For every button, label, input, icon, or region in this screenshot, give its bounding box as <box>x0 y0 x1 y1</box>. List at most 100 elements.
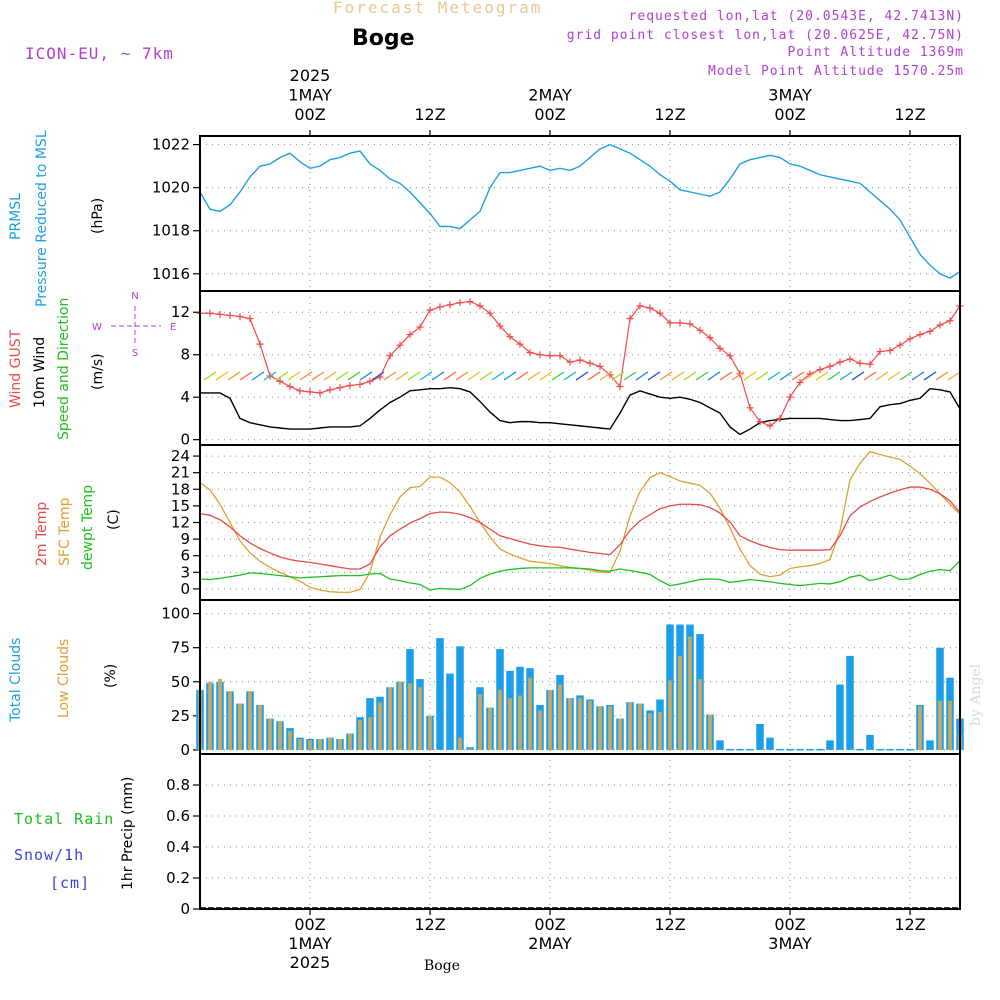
gust-marker <box>346 382 354 390</box>
top-time-label: 2025 <box>290 66 331 85</box>
gust-marker <box>226 311 234 319</box>
gust-marker <box>496 322 504 330</box>
gust-marker <box>316 389 324 397</box>
gust-marker <box>546 352 554 360</box>
gust-marker <box>936 321 944 329</box>
y-tick-label: 0.8 <box>166 776 190 794</box>
gust-marker <box>916 331 924 339</box>
low-cloud-bar <box>918 706 922 750</box>
gust-marker <box>866 360 874 368</box>
total-cloud-bar <box>846 655 854 750</box>
low-cloud-bar <box>218 679 222 750</box>
low-cloud-bar <box>248 691 252 750</box>
model-altitude: Model Point Altitude 1570.25m <box>708 64 964 79</box>
y-tick-label: 24 <box>171 447 190 465</box>
wind-direction-arrow <box>731 371 745 381</box>
bottom-time-label: 12Z <box>894 915 925 934</box>
gust-marker <box>426 306 434 314</box>
total-cloud-bar <box>836 684 844 750</box>
gust-marker <box>666 319 674 327</box>
y-tick-label: 100 <box>161 605 190 623</box>
wind-direction-arrow <box>467 371 481 381</box>
wind-direction-arrow <box>287 371 301 381</box>
low-cloud-bar <box>348 733 352 750</box>
wind-direction-arrow <box>527 371 541 381</box>
y-tick-label: 0.6 <box>166 807 190 825</box>
total-cloud-bar <box>716 740 724 750</box>
total-cloud-bar <box>736 748 744 751</box>
y-tick-label: 0 <box>180 580 190 598</box>
low-cloud-bar <box>408 683 412 750</box>
y-tick-label: 1022 <box>152 136 190 154</box>
gust-marker <box>626 315 634 323</box>
gust-marker <box>326 386 334 394</box>
gust-marker <box>356 380 364 388</box>
low-cloud-bar <box>698 679 702 750</box>
bottom-time-label: 1MAY <box>288 934 332 953</box>
wind-direction-arrow <box>935 371 949 381</box>
low-cloud-bar <box>488 707 492 750</box>
wind-direction-arrow <box>347 371 361 381</box>
low-cloud-bar <box>428 715 432 750</box>
gust-marker <box>286 383 294 391</box>
gust-marker <box>836 358 844 366</box>
low-cloud-bar <box>578 698 582 750</box>
bottom-time-label: 00Z <box>534 915 565 934</box>
total-cloud-bar <box>766 737 774 750</box>
wind-direction-arrow <box>839 371 853 381</box>
gust-marker <box>746 404 754 412</box>
total-cloud-bar <box>776 748 784 751</box>
gust-marker <box>686 320 694 328</box>
gust-marker <box>466 298 474 306</box>
meteogram-title: Forecast Meteogram <box>333 0 543 17</box>
panel-wind: 0 4 8 12 N S W E <box>92 291 964 449</box>
low-cloud-bar <box>678 655 682 750</box>
low-cloud-bar <box>548 689 552 750</box>
gust-marker <box>396 341 404 349</box>
low-cloud-bar <box>508 698 512 750</box>
gust-marker <box>656 309 664 317</box>
total-cloud-bar <box>816 748 824 751</box>
y-tick-label: 0.4 <box>166 838 190 856</box>
gust-marker <box>476 302 484 310</box>
low-cloud-bar <box>658 711 662 750</box>
gust-marker <box>366 377 374 385</box>
panel-frame <box>199 135 961 292</box>
y-tick-label: 3 <box>180 563 190 581</box>
low-cloud-bar <box>288 730 292 750</box>
low-cloud-bar <box>518 695 522 750</box>
total-cloud-bar <box>806 748 814 751</box>
gust-marker <box>706 334 714 342</box>
bottom-time-label: 2MAY <box>528 934 572 953</box>
total-cloud-bar <box>876 748 884 751</box>
gust-marker <box>596 362 604 370</box>
low-cloud-bar <box>328 737 332 750</box>
dewpt-line <box>199 560 961 591</box>
total-cloud-bar <box>896 748 904 751</box>
gust-marker <box>236 312 244 320</box>
total-cloud-bar <box>456 646 464 750</box>
low-cloud-bar <box>388 687 392 750</box>
y-tick-label: 50 <box>171 673 190 691</box>
y-tick-label: 18 <box>171 480 190 498</box>
wind-direction-arrow <box>455 371 469 381</box>
wind-direction-arrow <box>695 371 709 381</box>
gust-marker <box>876 348 884 356</box>
gust-marker <box>786 393 794 401</box>
gust-marker <box>926 327 934 335</box>
low-cloud-bar <box>538 710 542 750</box>
wind-direction-arrow <box>479 371 493 381</box>
wind-direction-arrow <box>599 371 613 381</box>
y-tick-label: 75 <box>171 639 190 657</box>
model-name: ICON-EU, ~ 7km <box>25 44 174 63</box>
y-tick-label: 21 <box>171 464 190 482</box>
low-cloud-bar <box>938 700 942 750</box>
footer-place: Boge <box>424 958 460 974</box>
wind-direction-arrow <box>203 371 217 381</box>
wind-direction-arrow <box>335 371 349 381</box>
y-tick-label: 25 <box>171 707 190 725</box>
gust-marker <box>796 378 804 386</box>
low-cloud-bar <box>558 684 562 750</box>
